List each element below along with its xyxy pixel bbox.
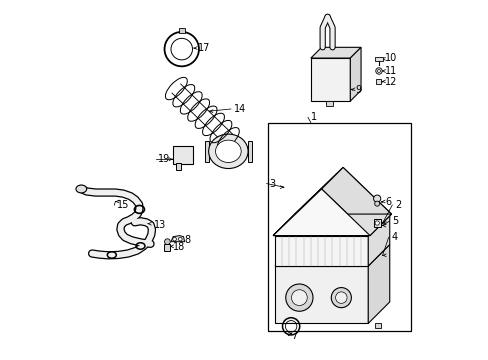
Bar xyxy=(172,146,192,164)
Bar xyxy=(376,79,381,84)
Polygon shape xyxy=(171,235,184,242)
Polygon shape xyxy=(274,214,389,235)
Text: 19: 19 xyxy=(158,154,170,164)
Circle shape xyxy=(373,195,380,202)
Bar xyxy=(247,141,251,162)
Text: 9: 9 xyxy=(355,85,361,95)
Polygon shape xyxy=(274,266,367,323)
Bar xyxy=(267,123,410,330)
Text: 2: 2 xyxy=(394,200,401,210)
Text: 7: 7 xyxy=(290,330,297,341)
Text: 18: 18 xyxy=(172,242,184,252)
Ellipse shape xyxy=(208,134,247,168)
Polygon shape xyxy=(273,214,391,235)
Circle shape xyxy=(291,290,306,306)
Circle shape xyxy=(374,221,379,225)
Polygon shape xyxy=(310,58,349,101)
Text: 5: 5 xyxy=(391,216,398,226)
Text: 16: 16 xyxy=(233,151,245,161)
Text: 15: 15 xyxy=(117,200,129,210)
Circle shape xyxy=(172,237,176,241)
Polygon shape xyxy=(349,47,360,101)
Circle shape xyxy=(375,68,382,74)
Text: 10: 10 xyxy=(384,53,397,63)
Text: 3: 3 xyxy=(269,179,275,189)
Circle shape xyxy=(335,292,346,303)
Circle shape xyxy=(377,69,380,72)
Text: 1: 1 xyxy=(310,112,316,122)
Polygon shape xyxy=(274,244,389,266)
Text: 14: 14 xyxy=(233,104,245,114)
Circle shape xyxy=(330,288,351,308)
Polygon shape xyxy=(274,235,367,266)
Polygon shape xyxy=(273,167,343,235)
Text: 6: 6 xyxy=(384,197,390,207)
Bar xyxy=(373,219,380,227)
Polygon shape xyxy=(294,167,391,214)
Polygon shape xyxy=(367,244,389,323)
Bar xyxy=(325,101,332,106)
Circle shape xyxy=(374,201,379,206)
Polygon shape xyxy=(321,167,391,235)
Bar xyxy=(179,28,184,33)
Text: 13: 13 xyxy=(154,220,166,230)
Circle shape xyxy=(164,239,170,244)
Text: 8: 8 xyxy=(184,235,190,245)
Circle shape xyxy=(285,284,312,311)
Polygon shape xyxy=(310,47,360,58)
Text: 17: 17 xyxy=(198,43,210,53)
Bar xyxy=(163,244,170,251)
Ellipse shape xyxy=(215,140,241,162)
Ellipse shape xyxy=(76,185,86,193)
Text: 4: 4 xyxy=(391,232,397,242)
Polygon shape xyxy=(367,214,389,266)
Circle shape xyxy=(178,237,182,241)
Bar xyxy=(375,57,382,61)
Bar xyxy=(204,141,208,162)
Polygon shape xyxy=(273,189,369,235)
Bar xyxy=(175,163,181,170)
Bar xyxy=(374,323,380,328)
Text: 12: 12 xyxy=(384,77,397,87)
Text: 11: 11 xyxy=(384,66,397,76)
